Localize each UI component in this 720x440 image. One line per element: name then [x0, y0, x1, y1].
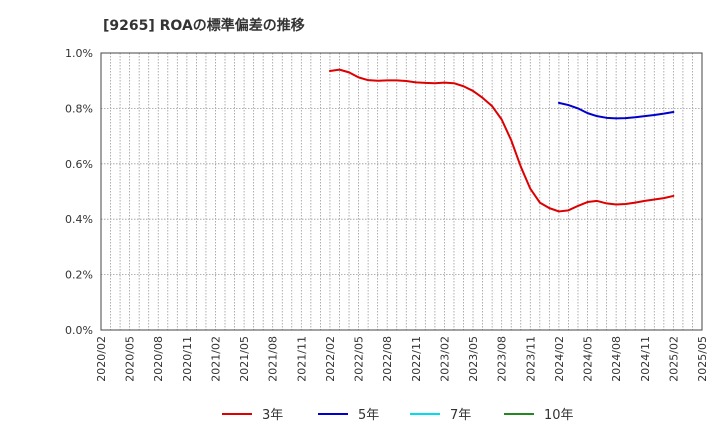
- series-layer: [328, 68, 675, 213]
- x-axis: 2020/02 2020/05 2020/08 2020/11 2021/02 2021/…: [95, 336, 709, 382]
- x-tick-label: 2020/08: [152, 336, 165, 382]
- x-tick-label: 2020/02: [95, 336, 108, 382]
- y-tick-label: 0.8%: [65, 102, 93, 115]
- x-tick-label: 2024/05: [582, 336, 595, 382]
- series-line-5年: [557, 101, 675, 120]
- x-tick-label: 2021/08: [267, 336, 280, 382]
- legend-label: 7年: [450, 408, 471, 423]
- x-tick-label: 2022/02: [324, 336, 337, 382]
- chart-title: [9265] ROAの標準偏差の推移: [103, 17, 305, 34]
- y-tick-label: 1.0%: [65, 47, 93, 60]
- y-axis: 0.0% 0.2% 0.4% 0.6% 0.8% 1.0%: [65, 47, 93, 337]
- plot-area: [100, 52, 703, 331]
- y-tick-label: 0.0%: [65, 324, 93, 337]
- x-tick-label: 2023/05: [467, 336, 480, 382]
- x-tick-label: 2023/11: [524, 336, 537, 382]
- x-tick-label: 2020/05: [124, 336, 137, 382]
- x-tick-label: 2023/02: [438, 336, 451, 382]
- series-line-3年: [328, 68, 675, 213]
- legend-label: 3年: [262, 408, 283, 423]
- x-tick-label: 2021/05: [238, 336, 251, 382]
- y-tick-label: 0.4%: [65, 213, 93, 226]
- legend: 3年 5年 7年 10年: [222, 408, 574, 423]
- x-tick-label: 2024/08: [610, 336, 623, 382]
- legend-label: 10年: [544, 408, 574, 423]
- legend-label: 5年: [358, 408, 379, 423]
- x-tick-label: 2022/05: [353, 336, 366, 382]
- x-tick-label: 2020/11: [181, 336, 194, 382]
- x-tick-label: 2021/02: [209, 336, 222, 382]
- x-tick-label: 2023/08: [496, 336, 509, 382]
- x-tick-label: 2022/11: [410, 336, 423, 382]
- x-tick-label: 2024/02: [553, 336, 566, 382]
- x-tick-label: 2025/02: [667, 336, 680, 382]
- x-tick-label: 2022/08: [381, 336, 394, 382]
- y-tick-label: 0.2%: [65, 269, 93, 282]
- x-tick-label: 2021/11: [295, 336, 308, 382]
- y-tick-label: 0.6%: [65, 158, 93, 171]
- x-tick-label: 2024/11: [639, 336, 652, 382]
- x-tick-label: 2025/05: [696, 336, 709, 382]
- grid-layer: [101, 53, 702, 330]
